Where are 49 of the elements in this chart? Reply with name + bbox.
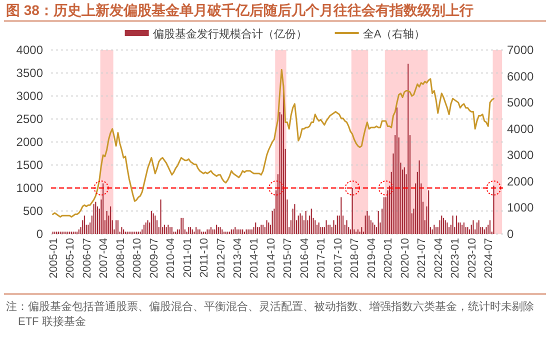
y2-tick-label: 1000	[507, 200, 534, 215]
x-tick-label: 2012-07	[215, 238, 228, 278]
x-tick-label: 2017-10	[332, 238, 344, 278]
y2-tick-label: 0	[507, 227, 514, 241]
chart-title: 图 38：历史上新发偏股基金单月破千亿后随后几个月往往会有指数级别上行	[6, 2, 474, 18]
y-tick-label: 3500	[16, 66, 44, 80]
x-tick-label: 2013-04	[232, 238, 244, 278]
x-tick-label: 2011-01	[182, 238, 194, 278]
x-tick-label: 2014-01	[248, 238, 261, 278]
y2-tick-label: 3000	[507, 148, 534, 162]
x-tick-label: 2021-07	[416, 238, 428, 278]
x-tick-label: 2009-07	[148, 238, 160, 278]
legend-label: 全A（右轴）	[362, 28, 426, 40]
y2-tick-label: 5000	[507, 96, 534, 110]
legend-label: 偏股基金发行规模合计（亿份）	[152, 28, 307, 40]
y-tick-label: 4000	[16, 43, 44, 57]
x-tick-label: 2018-07	[349, 238, 362, 278]
x-tick-label: 2005-10	[64, 238, 77, 278]
y-tick-label: 2500	[16, 112, 44, 126]
y-tick-label: 500	[22, 204, 44, 218]
y2-tick-label: 6000	[507, 69, 534, 84]
y2-tick-label: 4000	[507, 122, 534, 136]
x-tick-label: 2005-01	[48, 238, 60, 278]
y2-tick-label: 2000	[507, 174, 534, 188]
x-tick-label: 2020-10	[399, 238, 412, 278]
x-tick-label: 2022-04	[432, 238, 445, 278]
x-tick-label: 2006-07	[81, 238, 94, 278]
x-tick-label: 2008-10	[132, 238, 144, 278]
y-tick-label: 0	[36, 227, 44, 241]
x-tick-label: 2015-07	[282, 238, 294, 278]
text: 注：偏股基金包括普通股票、偏股混合、平衡混合、灵活配置、被动指数、增强指数六类基金，统计时未剔除 ETF 联接基金	[6, 300, 534, 328]
y2-tick-label: 7000	[507, 43, 534, 57]
line-series	[52, 68, 494, 218]
x-tick-label: 2017-01	[316, 238, 328, 278]
x-tick-label: 2011-10	[198, 238, 211, 278]
x-tick-label: 2024-07	[483, 238, 496, 278]
x-tick-label: 2010-04	[165, 238, 178, 278]
y-tick-label: 3000	[16, 89, 44, 103]
y-tick-label: 1000	[16, 181, 44, 195]
x-tick-label: 2020-01	[382, 238, 395, 278]
x-tick-label: 2007-04	[98, 238, 110, 278]
x-tick-label: 2008-01	[114, 238, 127, 278]
y-tick-label: 1500	[16, 158, 44, 172]
x-tick-label: 2014-10	[265, 238, 278, 278]
x-tick-label: 2019-04	[366, 238, 378, 278]
x-tick-label: 2023-10	[466, 238, 478, 278]
x-tick-label: 2023-01	[450, 238, 462, 278]
x-tick-label: 2016-04	[298, 238, 311, 278]
y-tick-label: 2000	[16, 135, 44, 149]
